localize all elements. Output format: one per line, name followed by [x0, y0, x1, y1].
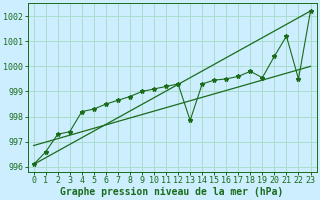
- X-axis label: Graphe pression niveau de la mer (hPa): Graphe pression niveau de la mer (hPa): [60, 186, 284, 197]
